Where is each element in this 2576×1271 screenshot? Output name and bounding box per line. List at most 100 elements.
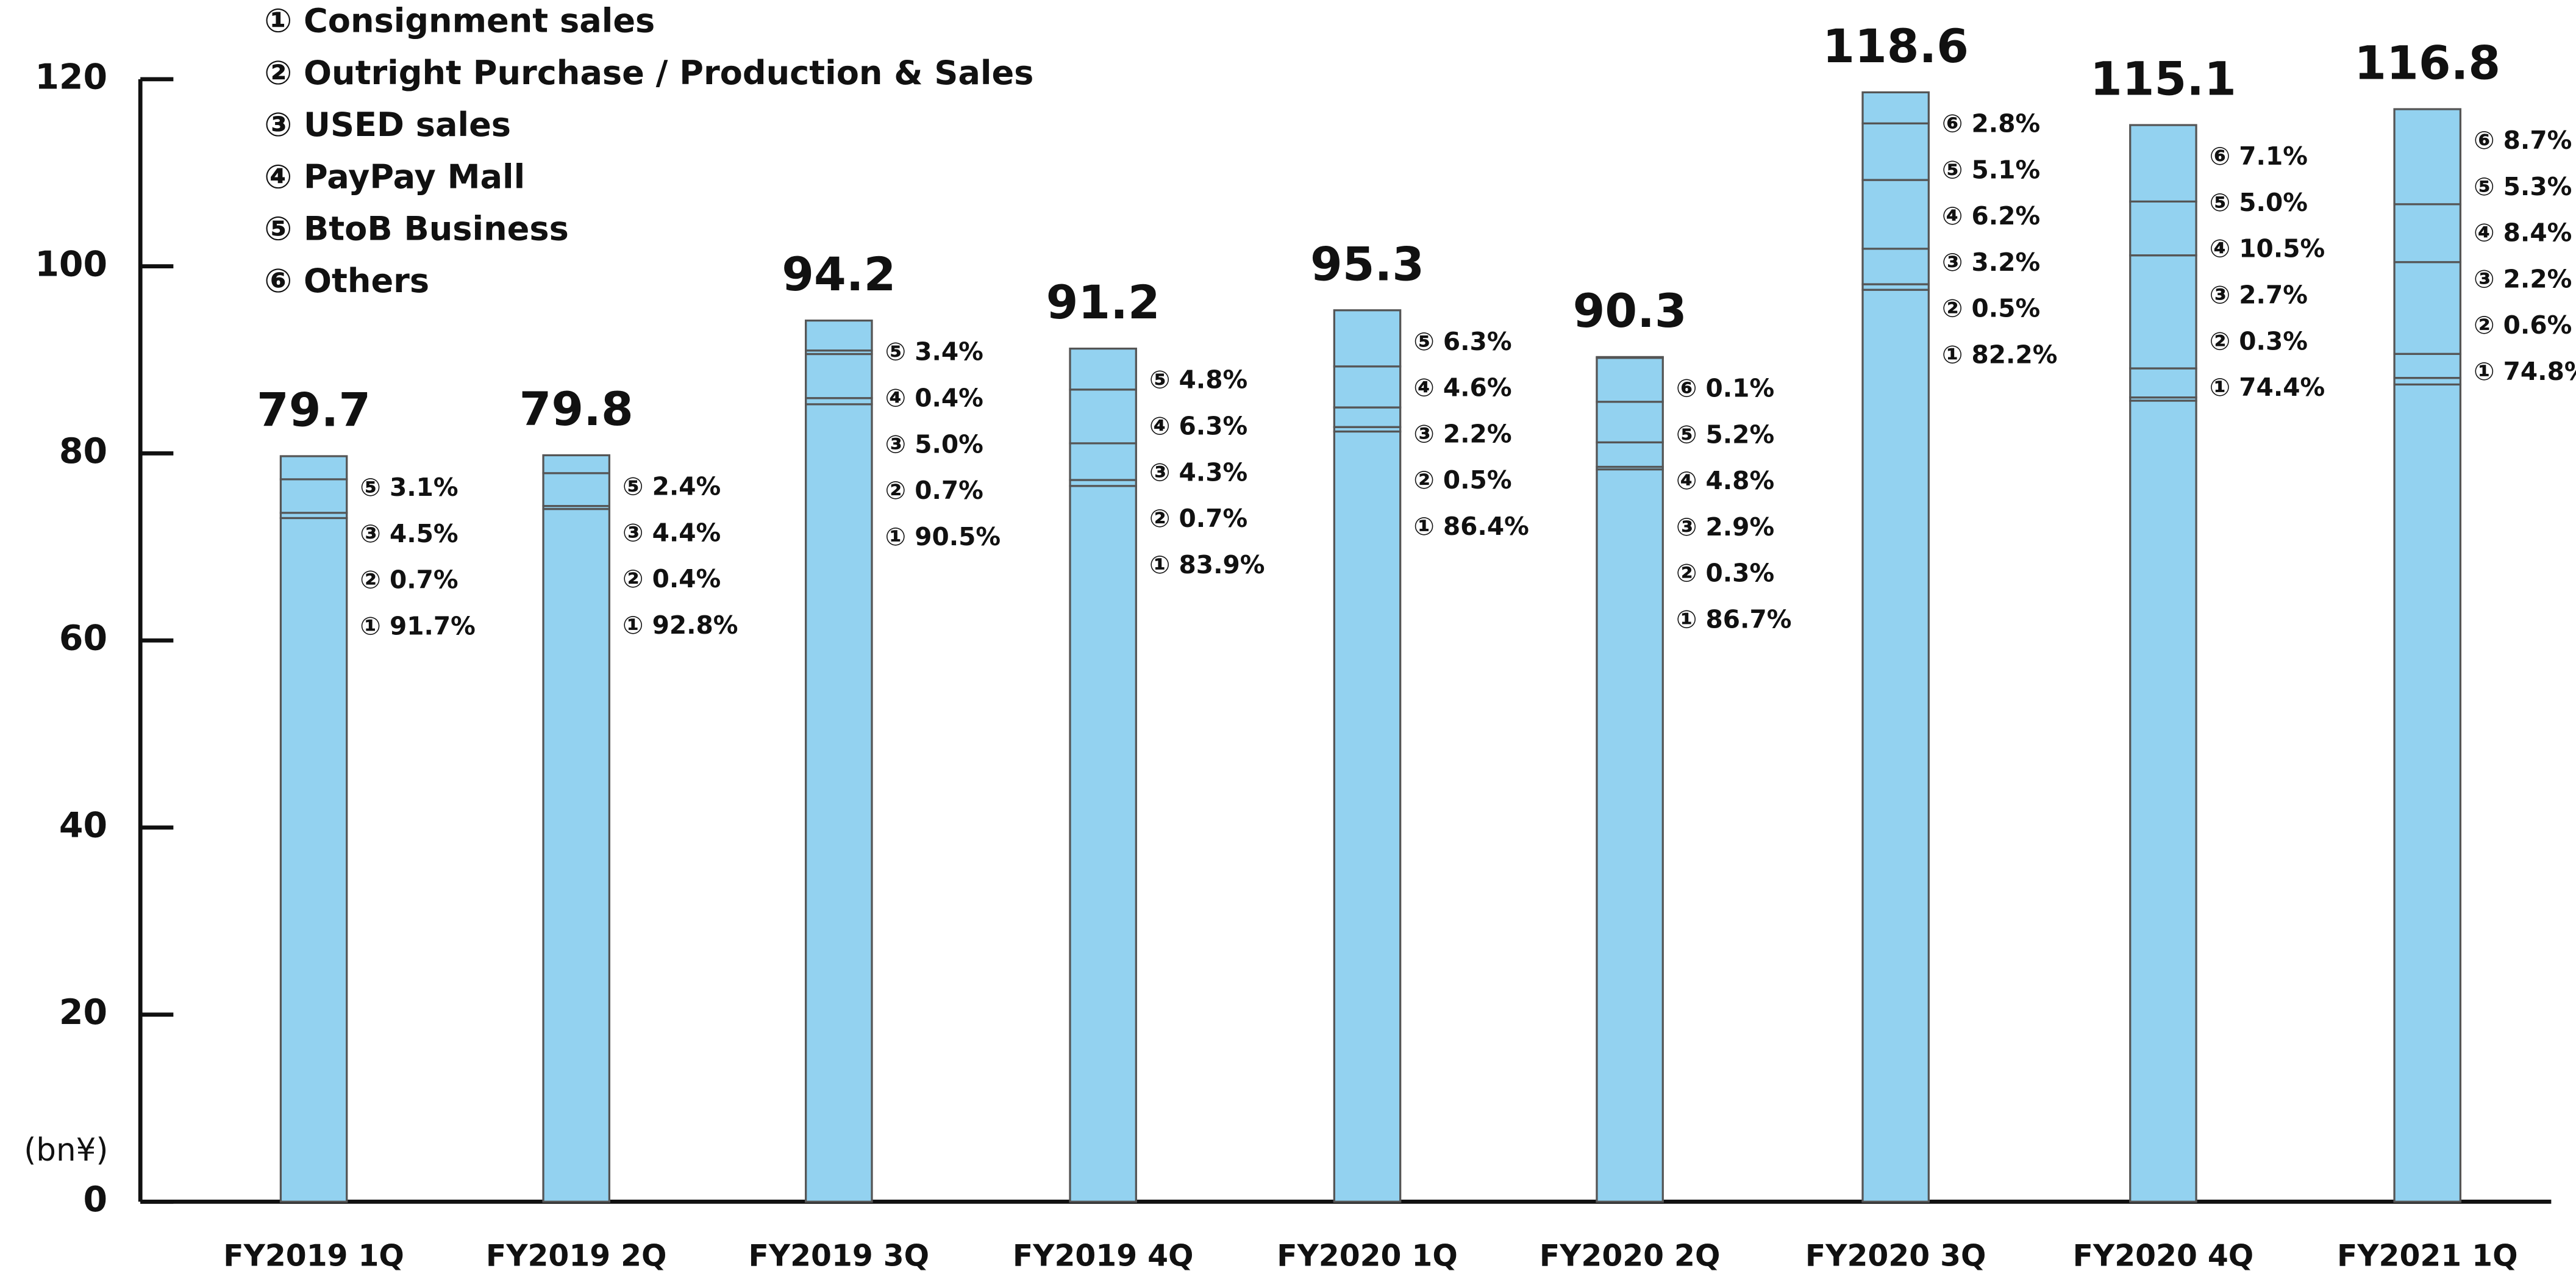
bar-segment <box>1333 430 1402 1203</box>
bar-segment <box>2393 353 2462 379</box>
legend-entry: ⑥ Others <box>264 262 429 300</box>
x-tick-label: FY2019 2Q <box>486 1239 667 1271</box>
segment-label: ① 86.4% <box>1413 512 1529 541</box>
bar-segment <box>2393 261 2462 355</box>
segment-label: ⑥ 2.8% <box>1942 109 2040 138</box>
x-tick-label: FY2019 1Q <box>223 1239 404 1271</box>
bar-segment <box>2393 383 2462 1203</box>
segment-label: ③ 4.4% <box>623 518 721 547</box>
total-label: 90.3 <box>1573 284 1687 338</box>
legend-entry: ③ USED sales <box>264 106 511 144</box>
x-tick-label: FY2020 1Q <box>1277 1239 1458 1271</box>
segment-label: ③ 5.0% <box>885 429 983 459</box>
bar-segment <box>1069 347 1137 391</box>
bar-segment <box>805 353 873 399</box>
segment-label: ① 74.8% <box>2474 357 2576 386</box>
legend-entry: ⑤ BtoB Business <box>264 210 568 248</box>
bar-segment <box>2393 203 2462 263</box>
segment-label: ① 91.7% <box>360 611 475 640</box>
x-tick-label: FY2020 3Q <box>1805 1239 1986 1271</box>
bar-segment <box>542 454 610 474</box>
bar-segment <box>1333 406 1402 428</box>
segment-label: ⑤ 4.8% <box>1149 365 1247 395</box>
bar-segment <box>1596 357 1664 403</box>
total-label: 95.3 <box>1310 237 1424 291</box>
segment-label: ② 0.7% <box>885 476 983 505</box>
segment-label: ③ 2.7% <box>2210 281 2308 310</box>
segment-label: ② 0.3% <box>1676 559 1774 588</box>
y-tick-label: 80 <box>59 431 107 471</box>
y-unit: (bn¥) <box>24 1132 108 1169</box>
total-label: 115.1 <box>2090 52 2236 106</box>
segment-label: ⑤ 5.0% <box>2210 188 2308 217</box>
segment-label: ④ 10.5% <box>2210 234 2325 263</box>
legend-entry: ① Consignment sales <box>264 2 655 40</box>
segment-label: ② 0.3% <box>2210 326 2308 356</box>
segment-label: ③ 4.5% <box>360 519 458 548</box>
segment-label: ② 0.4% <box>623 564 721 593</box>
segment-label: ① 83.9% <box>1149 550 1265 579</box>
y-tick-label: 20 <box>59 992 107 1033</box>
segment-label: ③ 2.9% <box>1676 512 1774 542</box>
segment-label: ③ 4.3% <box>1149 457 1247 487</box>
segment-label: ⑥ 7.1% <box>2210 141 2308 171</box>
legend-entry: ④ PayPay Mall <box>264 157 525 196</box>
segment-label: ④ 6.3% <box>1149 412 1247 441</box>
total-label: 118.6 <box>1822 20 1969 73</box>
bar-segment <box>1333 365 1402 409</box>
y-tick-label: 40 <box>59 805 107 845</box>
bar-segment <box>1861 91 1930 124</box>
x-tick-label: FY2020 2Q <box>1540 1239 1721 1271</box>
segment-label: ④ 8.4% <box>2474 218 2572 248</box>
y-tick-label: 0 <box>83 1180 107 1220</box>
bar-segment <box>2129 367 2197 399</box>
segment-label: ⑤ 5.2% <box>1676 420 1774 449</box>
segment-label: ④ 6.2% <box>1942 201 2040 231</box>
total-label: 79.7 <box>257 384 371 437</box>
segment-label: ② 0.7% <box>360 565 458 595</box>
segment-label: ① 86.7% <box>1676 604 1791 634</box>
segment-label: ③ 3.2% <box>1942 248 2040 277</box>
bar-segment <box>1861 122 1930 181</box>
bar-segment <box>2129 124 2197 203</box>
segment-label: ③ 2.2% <box>1413 419 1511 448</box>
segment-label: ② 0.7% <box>1149 504 1247 533</box>
segment-label: ⑤ 3.1% <box>360 473 458 502</box>
bar-segment <box>2129 200 2197 257</box>
bar-segment <box>1861 288 1930 1203</box>
segment-label: ⑤ 3.4% <box>885 337 983 367</box>
segment-label: ④ 4.8% <box>1676 466 1774 495</box>
bar-segment <box>805 403 873 1203</box>
segment-label: ⑤ 6.3% <box>1413 327 1511 356</box>
bar-segment <box>1333 309 1402 368</box>
segment-label: ① 82.2% <box>1942 340 2057 369</box>
x-tick-label: FY2019 4Q <box>1013 1239 1194 1271</box>
bar-segment <box>542 472 610 507</box>
bar-segment <box>2129 254 2197 370</box>
segment-label: ② 0.5% <box>1413 465 1511 495</box>
total-label: 79.8 <box>519 382 633 436</box>
bar-segment <box>1596 468 1664 1203</box>
legend-entry: ② Outright Purchase / Production & Sales <box>264 54 1033 92</box>
segment-label: ① 90.5% <box>885 522 1001 551</box>
segment-label: ⑤ 5.1% <box>1942 155 2040 184</box>
segment-label: ① 74.4% <box>2210 373 2325 402</box>
y-tick-label: 100 <box>35 244 107 284</box>
segment-label: ② 0.5% <box>1942 294 2040 323</box>
segment-label: ⑥ 8.7% <box>2474 126 2572 155</box>
bar-segment <box>1069 442 1137 481</box>
y-tick-label: 60 <box>59 618 107 659</box>
bar-segment <box>2129 399 2197 1203</box>
total-label: 91.2 <box>1046 276 1160 329</box>
bar-segment <box>542 507 610 1203</box>
bar-segment <box>1596 401 1664 443</box>
bar-segment <box>1861 248 1930 285</box>
bar-segment <box>1069 485 1137 1203</box>
segment-label: ② 0.6% <box>2474 310 2572 340</box>
y-tick-label: 120 <box>35 57 107 98</box>
bar-segment <box>1861 179 1930 250</box>
segment-label: ⑤ 5.3% <box>2474 172 2572 201</box>
segment-label: ④ 4.6% <box>1413 373 1511 403</box>
bar-segment <box>1596 441 1664 468</box>
